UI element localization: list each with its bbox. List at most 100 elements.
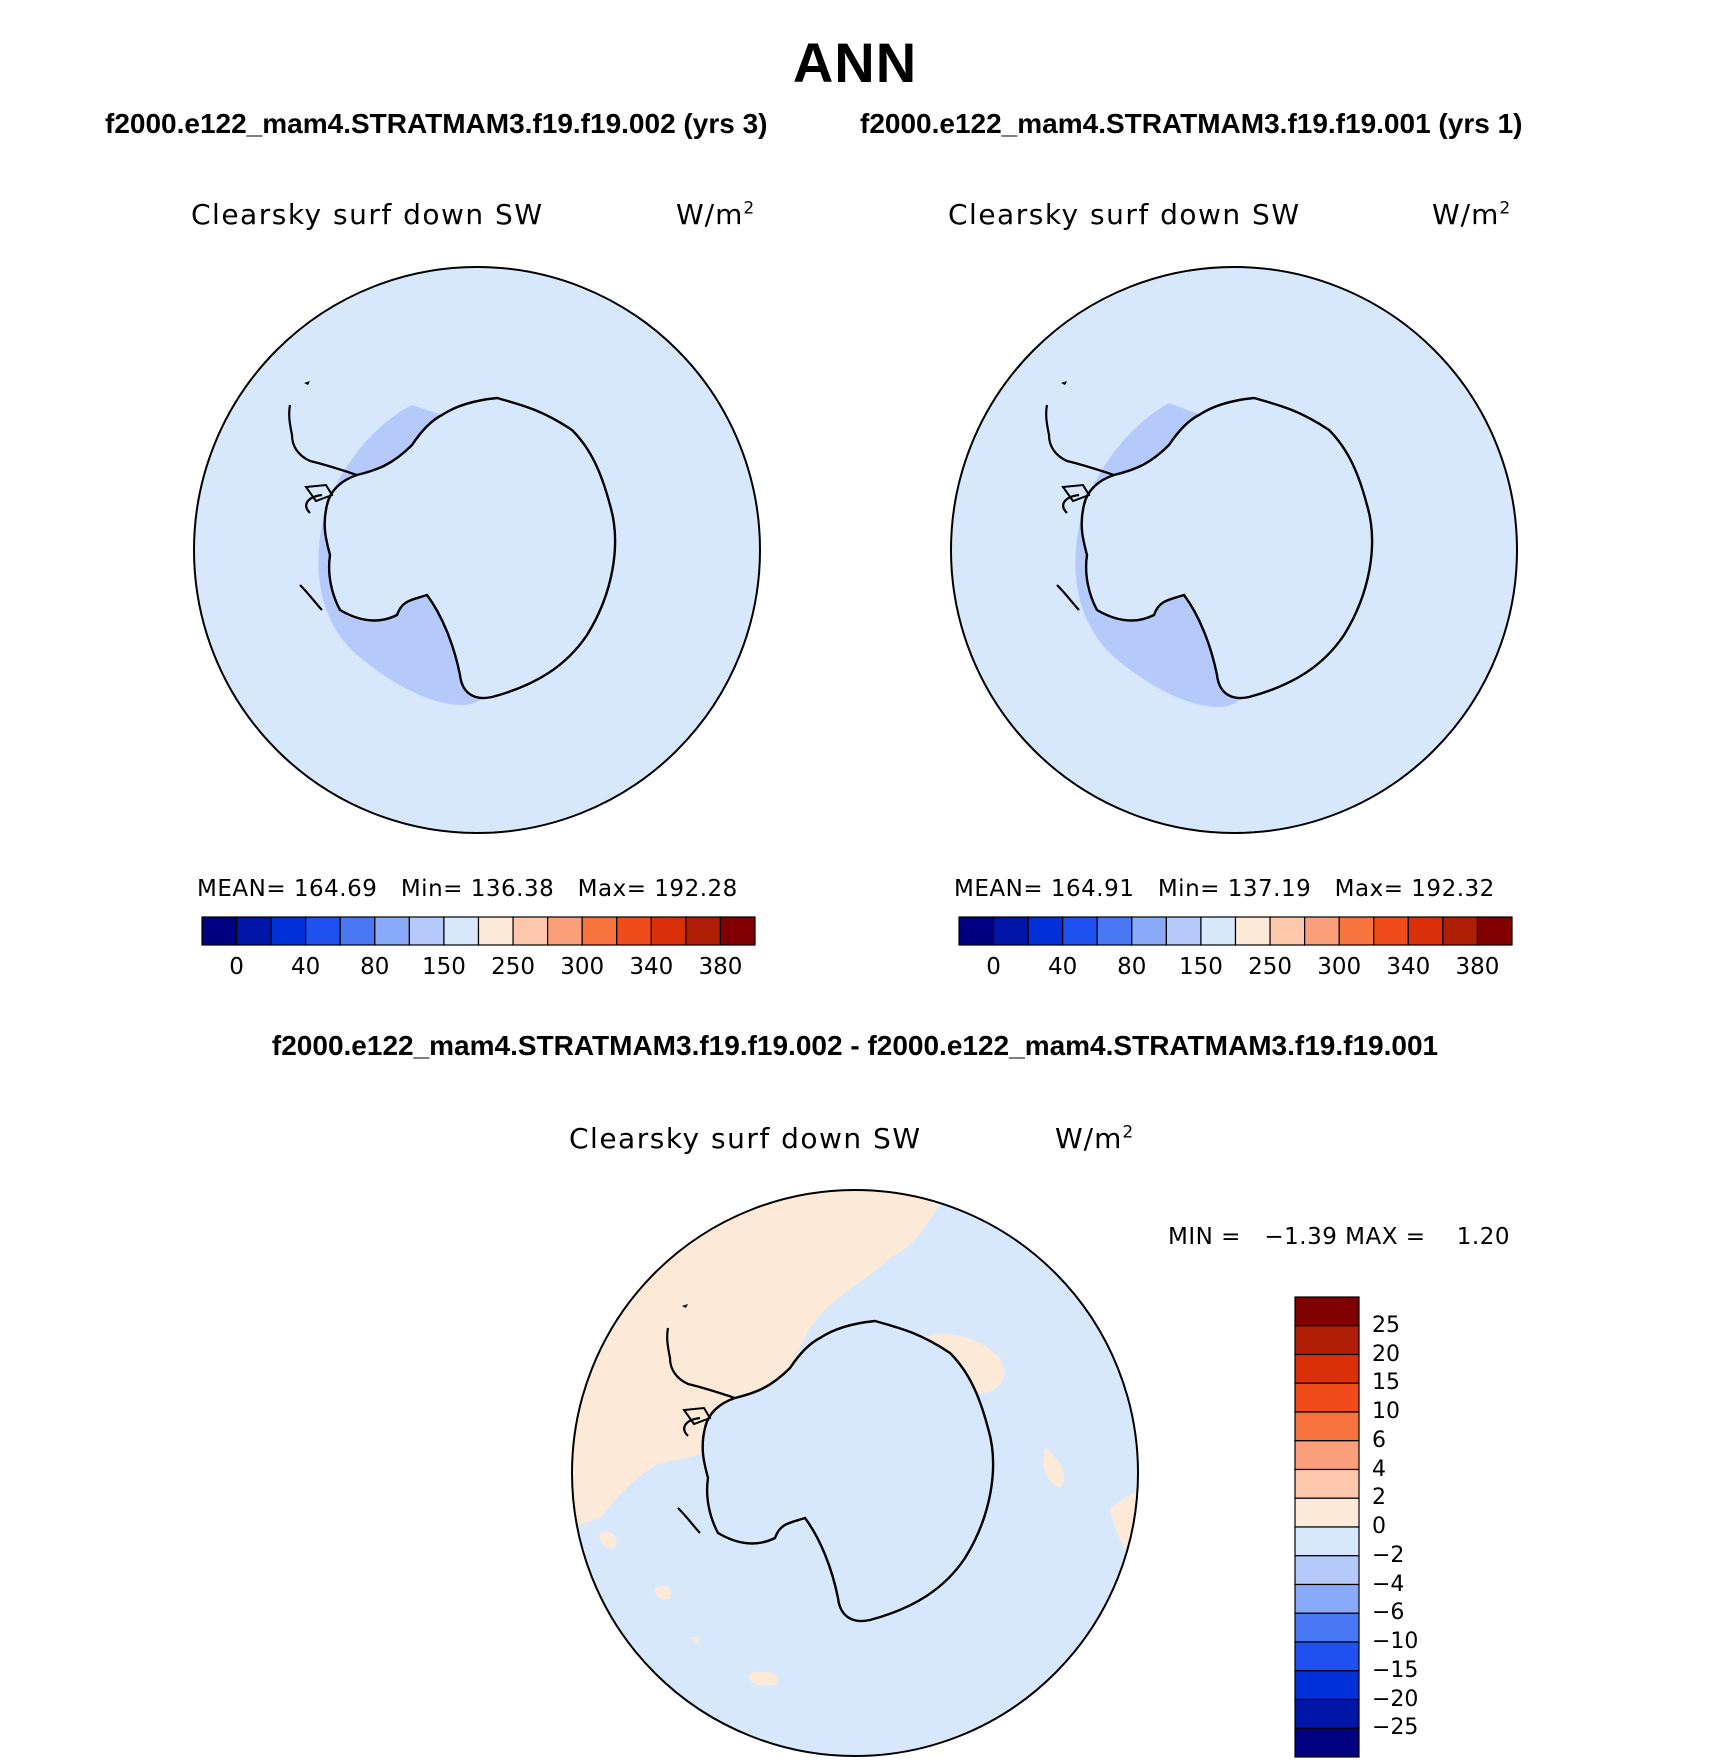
- map-panel-left: [193, 266, 761, 834]
- case-title-left: f2000.e122_mam4.STRATMAM3.f19.f19.002 (y…: [105, 108, 768, 139]
- colorbar-tick-label: 10: [1372, 1399, 1400, 1424]
- difference-title: f2000.e122_mam4.STRATMAM3.f19.f19.002 - …: [271, 1030, 1439, 1061]
- colorbar-box: [235, 916, 272, 946]
- colorbar-tick-label: 340: [1386, 954, 1431, 980]
- small-island: [1061, 483, 1091, 503]
- colorbar-tick-label: −4: [1372, 1571, 1405, 1597]
- colorbar-box: [1294, 1382, 1360, 1413]
- antarctica-land: [701, 1319, 995, 1623]
- colorbar-tick-label: 0: [986, 954, 1001, 980]
- colorbar-box: [1294, 1411, 1360, 1442]
- colorbar-box: [1294, 1468, 1360, 1499]
- colorbar-box: [1442, 916, 1479, 946]
- colorbar-right-ticks: 0 40 80 150 250 300 340 380: [959, 954, 1512, 984]
- antarctica-land: [1080, 396, 1374, 700]
- colorbar-left-ticks: 0 40 80 150 250 300 340 380: [202, 954, 755, 984]
- colorbar-box: [339, 916, 376, 946]
- colorbar-box: [1294, 1612, 1360, 1643]
- colorbar-box: [1294, 1555, 1360, 1586]
- colorbar-tick-label: 25: [1372, 1312, 1400, 1338]
- colorbar-box: [685, 916, 722, 946]
- colorbar-box: [1294, 1353, 1360, 1384]
- colorbar-box: [958, 916, 995, 946]
- colorbar-tick-label: −6: [1372, 1600, 1405, 1626]
- panel-right-stats: MEAN= 164.91 Min= 137.19 Max= 192.32: [954, 876, 1495, 902]
- colorbar-tick-label: 2: [1372, 1485, 1386, 1511]
- colorbar-box: [1476, 916, 1513, 946]
- colorbar-box: [1294, 1296, 1360, 1327]
- panel-left-units-label: W/m2: [676, 198, 756, 231]
- colorbar-tick-label: 80: [360, 954, 390, 980]
- colorbar-box: [1200, 916, 1237, 946]
- colorbar-tick-label: 150: [421, 954, 466, 980]
- colorbar-box: [1407, 916, 1444, 946]
- colorbar-box: [616, 916, 652, 946]
- colorbar-tick-label: 0: [1372, 1514, 1386, 1539]
- colorbar-tick-label: 300: [560, 954, 605, 980]
- case-title-right: f2000.e122_mam4.STRATMAM3.f19.f19.001 (y…: [860, 108, 1523, 139]
- colorbar-box: [1294, 1325, 1360, 1356]
- colorbar-box: [201, 916, 238, 946]
- colorbar-box: [1304, 916, 1340, 946]
- colorbar-tick-label: −20: [1372, 1686, 1419, 1712]
- colorbar-box: [1373, 916, 1409, 946]
- colorbar-tick-label: 4: [1372, 1456, 1386, 1482]
- colorbar-box: [650, 916, 687, 946]
- colorbar-box: [443, 916, 480, 946]
- colorbar-tick-label: 20: [1372, 1341, 1400, 1367]
- colorbar-tick-label: 150: [1178, 954, 1223, 980]
- colorbar-box: [1027, 916, 1064, 946]
- map-panel-right: [950, 266, 1518, 834]
- colorbar-box: [1234, 916, 1271, 946]
- colorbar-box: [1294, 1497, 1360, 1528]
- colorbar-box: [305, 916, 341, 946]
- colorbar-box: [1294, 1583, 1360, 1614]
- colorbar-tick-label: −2: [1372, 1542, 1405, 1568]
- colorbar-box: [1062, 916, 1098, 946]
- small-island: [682, 1406, 712, 1426]
- colorbar-box: [1294, 1670, 1360, 1701]
- colorbar-tick-label: 40: [291, 954, 321, 980]
- small-island: [304, 483, 334, 503]
- colorbar-tick-label: 300: [1317, 954, 1362, 980]
- colorbar-box: [1338, 916, 1375, 946]
- peninsula-coast: [1045, 404, 1115, 611]
- colorbar-box: [581, 916, 618, 946]
- panel-right-variable-label: Clearsky surf down SW: [948, 198, 1301, 231]
- colorbar-box: [1165, 916, 1202, 946]
- colorbar-tick-label: −25: [1372, 1715, 1419, 1741]
- peninsula-coast: [666, 1327, 736, 1534]
- colorbar-tick-label: −10: [1372, 1629, 1419, 1654]
- panel-left-variable-label: Clearsky surf down SW: [191, 198, 544, 231]
- colorbar-box: [992, 916, 1029, 946]
- colorbar-box: [719, 916, 756, 946]
- colorbar-box: [477, 916, 514, 946]
- colorbar-difference: [1294, 1296, 1360, 1758]
- diff-units-label: W/m2: [1055, 1122, 1135, 1155]
- peninsula-coast: [288, 404, 358, 611]
- panel-left-stats: MEAN= 164.69 Min= 136.38 Max= 192.28: [197, 876, 738, 902]
- colorbar-tick-label: −15: [1372, 1657, 1419, 1683]
- colorbar-box: [1269, 916, 1306, 946]
- colorbar-box: [270, 916, 307, 946]
- colorbar-box: [512, 916, 549, 946]
- colorbar-tick-label: 0: [229, 954, 244, 980]
- colorbar-tick-label: 250: [1248, 954, 1293, 980]
- figure-title: ANN: [792, 31, 918, 94]
- colorbar-tick-label: 80: [1117, 954, 1147, 980]
- colorbar-tick-label: 15: [1372, 1370, 1400, 1396]
- positive-region: [572, 1190, 950, 1528]
- colorbar-left: [201, 916, 756, 946]
- antarctica-land: [323, 396, 617, 700]
- colorbar-box: [1096, 916, 1133, 946]
- colorbar-difference-ticks: 25 20 15 10 6 4 2 0 −2 −4 −6 −10 −15 −20 −25: [1372, 1297, 1452, 1757]
- colorbar-box: [408, 916, 445, 946]
- colorbar-tick-label: 40: [1048, 954, 1078, 980]
- map-panel-difference: [571, 1189, 1139, 1757]
- colorbar-tick-label: 380: [698, 954, 743, 980]
- panel-right-units-label: W/m2: [1432, 198, 1512, 231]
- colorbar-box: [1294, 1698, 1360, 1729]
- colorbar-tick-label: 6: [1372, 1427, 1386, 1453]
- colorbar-tick-label: 380: [1455, 954, 1500, 980]
- colorbar-box: [1131, 916, 1167, 946]
